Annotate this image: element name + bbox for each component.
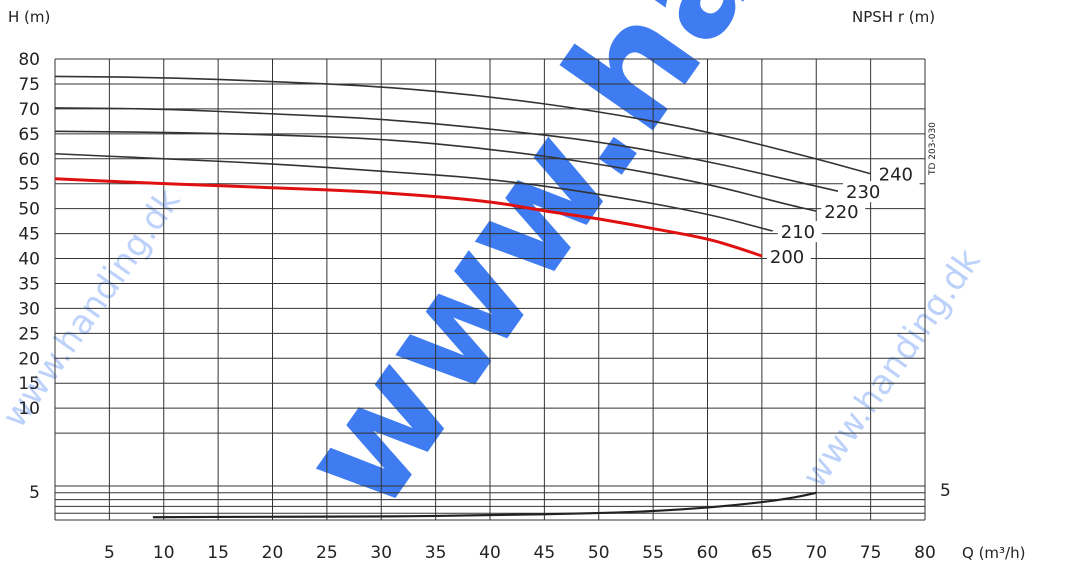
y2-axis-title: NPSH r (m) — [852, 8, 935, 26]
curve-label-bg-230 — [843, 181, 887, 203]
x-tick-label-55: 55 — [642, 543, 664, 563]
y-tick-label-75: 75 — [18, 75, 40, 95]
y-tick-label-15: 15 — [18, 374, 40, 394]
x-tick-label-60: 60 — [697, 543, 719, 563]
x-tick-label-65: 65 — [751, 543, 773, 563]
y-tick-label-80: 80 — [18, 50, 40, 70]
y-tick-label-65: 65 — [18, 125, 40, 145]
y-tick-label-30: 30 — [18, 299, 40, 319]
y-tick-label-60: 60 — [18, 150, 40, 170]
curve-label-bg-210 — [777, 221, 822, 243]
x-tick-label-75: 75 — [860, 543, 882, 563]
curve-label-bg-220 — [821, 201, 866, 223]
y-tick-label-10: 10 — [18, 399, 40, 419]
curve-npsh — [152, 491, 817, 519]
grid — [54, 58, 926, 520]
curve-label-200: 200 — [770, 247, 804, 268]
y-axis-title: H (m) — [8, 8, 50, 26]
x-tick-label-20: 20 — [262, 543, 284, 563]
x-tick-label-45: 45 — [534, 543, 556, 563]
watermark: www.handing.dk www.handing.dk www.handin… — [0, 0, 1069, 541]
y-tick-label-50: 50 — [18, 200, 40, 220]
tick-labels: 5 10 15 20 25 30 35 40 45 50 55 60 65 70 75 80 5 10 15 20 25… — [18, 50, 950, 563]
y-tick-label-40: 40 — [18, 250, 40, 270]
x-axis-title: Q (m³/h) — [962, 544, 1025, 562]
curve-label-210: 210 — [781, 222, 815, 243]
y-tick-label-70: 70 — [18, 100, 40, 120]
curve-240 — [54, 75, 871, 175]
curve-220 — [54, 130, 817, 212]
curve-label-220: 220 — [824, 202, 858, 223]
curve-label-230: 230 — [846, 182, 880, 203]
y-tick-label-45: 45 — [18, 225, 40, 245]
x-tick-label-80: 80 — [914, 543, 936, 563]
curve-label-bg-240 — [875, 163, 920, 185]
x-tick-label-50: 50 — [588, 543, 610, 563]
x-tick-label-40: 40 — [479, 543, 501, 563]
y-tick-label-35: 35 — [18, 274, 40, 294]
x-tick-label-10: 10 — [153, 543, 175, 563]
x-tick-label-5: 5 — [104, 543, 115, 563]
x-tick-label-35: 35 — [425, 543, 447, 563]
watermark-text-right: www.handing.dk — [795, 242, 989, 496]
y-tick-label-20: 20 — [18, 349, 40, 369]
x-tick-label-70: 70 — [805, 543, 827, 563]
curve-label-240: 240 — [879, 165, 913, 186]
y-tick-label-55: 55 — [18, 175, 40, 195]
x-tick-label-15: 15 — [207, 543, 229, 563]
y-tick-label-25: 25 — [18, 324, 40, 344]
curve-label-bg-200 — [766, 246, 811, 268]
curve-230 — [54, 107, 839, 192]
y-tick-label-5: 5 — [29, 483, 40, 503]
annotation-code: TD 203-030 — [928, 122, 938, 176]
y2-tick-label-5: 5 — [940, 481, 951, 501]
curve-210 — [54, 152, 773, 232]
curve-200 — [54, 177, 763, 258]
x-tick-label-25: 25 — [316, 543, 338, 563]
x-tick-label-30: 30 — [370, 543, 392, 563]
